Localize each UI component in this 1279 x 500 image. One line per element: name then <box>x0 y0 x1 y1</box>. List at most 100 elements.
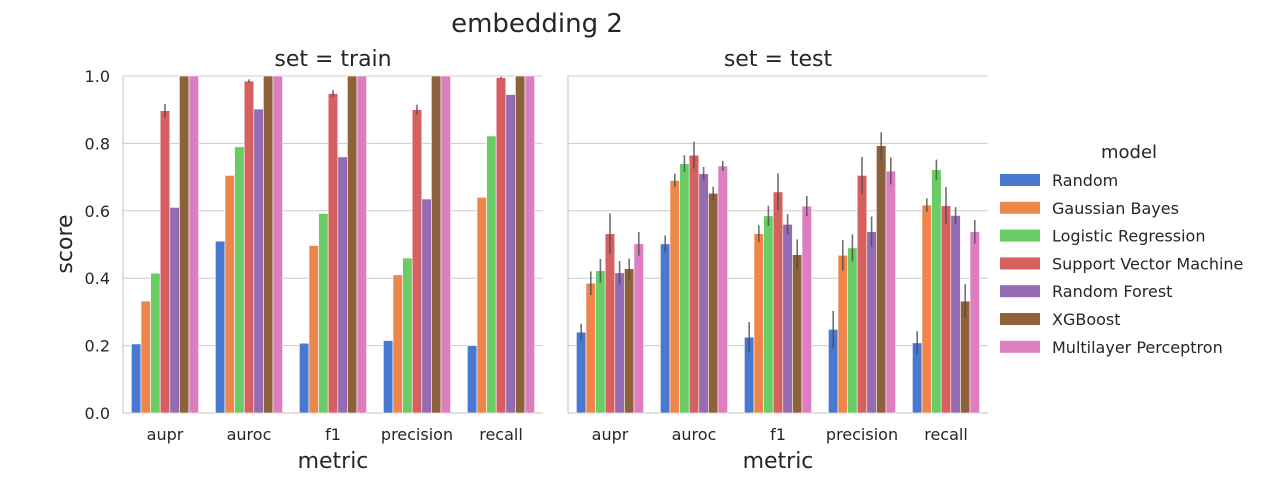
bar-precision-logistic-regression <box>847 247 858 414</box>
bar-f1-multilayer-perceptron <box>356 75 367 414</box>
bar-auroc-support-vector-machine <box>688 154 700 414</box>
bar-aupr-xgboost <box>179 75 190 414</box>
legend-label: Random Forest <box>1052 282 1172 301</box>
x-tick-label: f1 <box>770 425 786 444</box>
legend-swatch <box>1000 257 1040 270</box>
bar-auroc-random <box>660 243 671 414</box>
bar-auroc-random-forest <box>253 108 264 414</box>
bar-recall-gaussian-bayes <box>476 197 487 414</box>
x-tick-label: auroc <box>227 425 272 444</box>
y-tick-label: 0.0 <box>85 404 110 423</box>
bar-recall-logistic-regression <box>486 135 497 414</box>
bar-f1-gaussian-bayes <box>308 245 319 414</box>
legend-swatch <box>1000 285 1040 298</box>
bar-f1-logistic-regression <box>763 215 774 414</box>
bar-precision-random-forest <box>866 231 877 414</box>
bar-aupr-gaussian-bayes <box>140 300 151 414</box>
y-tick-label: 0.6 <box>85 202 110 221</box>
bar-auroc-random <box>215 240 226 414</box>
bar-f1-xgboost <box>792 254 803 414</box>
bar-auroc-multilayer-perceptron <box>717 165 728 414</box>
bar-recall-gaussian-bayes <box>921 204 932 414</box>
legend-label: Logistic Regression <box>1052 227 1205 246</box>
bar-f1-logistic-regression <box>318 213 329 414</box>
bar-precision-support-vector-machine <box>411 109 423 414</box>
x-tick-label: aupr <box>147 425 184 444</box>
panel-train: set = train aupr auroc f1 precision recall m… <box>122 47 543 474</box>
bar-recall-logistic-regression <box>931 169 942 414</box>
x-tick-label: precision <box>381 425 453 444</box>
y-axis-ticks: 0.0 0.2 0.4 0.6 0.8 1.0 <box>85 67 110 423</box>
bar-aupr-logistic-regression <box>150 272 161 414</box>
bar-auroc-gaussian-bayes <box>669 180 680 414</box>
bar-recall-support-vector-machine <box>940 205 952 414</box>
legend-swatch <box>1000 340 1040 353</box>
bar-aupr-gaussian-bayes <box>585 282 596 414</box>
legend-swatch <box>1000 174 1040 186</box>
bar-recall-multilayer-perceptron <box>524 75 535 414</box>
x-tick-label: aupr <box>592 425 629 444</box>
bar-f1-gaussian-bayes <box>753 233 764 414</box>
panel-title-train: set = train <box>274 47 391 72</box>
x-tick-label: f1 <box>325 425 341 444</box>
panel-test: set = test aupr auroc f1 precision recall me… <box>567 47 988 474</box>
bar-aupr-random <box>131 343 142 414</box>
legend-label: Support Vector Machine <box>1052 254 1243 273</box>
bar-f1-multilayer-perceptron <box>801 205 812 414</box>
y-tick-label: 1.0 <box>85 67 110 86</box>
bar-precision-xgboost <box>876 145 887 414</box>
bar-precision-random <box>383 340 394 414</box>
legend-label: Gaussian Bayes <box>1052 199 1179 218</box>
bar-precision-gaussian-bayes <box>392 274 403 414</box>
bar-auroc-multilayer-perceptron <box>272 75 283 414</box>
legend: model Random Gaussian Bayes Logistic Regre… <box>1000 142 1243 357</box>
panel-title-test: set = test <box>724 47 833 72</box>
bar-aupr-support-vector-machine <box>159 110 171 414</box>
bar-auroc-xgboost <box>708 192 719 414</box>
bar-f1-random <box>299 342 310 414</box>
bar-recall-random <box>467 345 478 414</box>
bar-aupr-support-vector-machine <box>604 233 616 414</box>
legend-label: Multilayer Perceptron <box>1052 338 1223 357</box>
chart-title: embedding 2 <box>451 9 623 39</box>
y-tick-label: 0.2 <box>85 337 110 356</box>
x-tick-label: recall <box>924 425 968 444</box>
y-axis-label: score <box>53 214 78 273</box>
bar-f1-random-forest <box>337 156 348 414</box>
x-tick-label: recall <box>479 425 523 444</box>
bar-recall-support-vector-machine <box>495 77 507 414</box>
bar-auroc-gaussian-bayes <box>224 175 235 414</box>
bar-f1-support-vector-machine <box>772 191 784 414</box>
legend-title: model <box>1101 142 1157 163</box>
bar-aupr-multilayer-perceptron <box>188 75 199 414</box>
x-axis-label-test: metric <box>743 449 814 474</box>
bar-precision-random-forest <box>421 198 432 414</box>
bar-auroc-xgboost <box>263 75 274 414</box>
legend-swatch <box>1000 313 1040 325</box>
x-tick-label: precision <box>826 425 898 444</box>
bar-recall-random-forest <box>505 94 516 414</box>
legend-label: Random <box>1052 171 1118 190</box>
legend-swatch <box>1000 229 1040 242</box>
x-tick-label: auroc <box>672 425 717 444</box>
bar-precision-logistic-regression <box>402 257 413 414</box>
bar-auroc-support-vector-machine <box>243 80 255 414</box>
bar-auroc-logistic-regression <box>234 146 245 414</box>
bar-precision-xgboost <box>431 75 442 414</box>
bar-aupr-random <box>576 331 587 414</box>
bar-precision-multilayer-perceptron <box>885 170 896 414</box>
bar-f1-support-vector-machine <box>327 93 339 414</box>
bar-f1-xgboost <box>347 75 358 414</box>
x-axis-label-train: metric <box>298 449 369 474</box>
bar-aupr-random-forest <box>614 272 625 414</box>
bar-recall-random-forest <box>950 215 961 414</box>
bar-precision-support-vector-machine <box>856 175 868 414</box>
bar-aupr-xgboost <box>624 268 635 414</box>
bar-recall-xgboost <box>515 75 526 414</box>
legend-label: XGBoost <box>1052 310 1121 329</box>
y-tick-label: 0.8 <box>85 134 110 153</box>
bar-precision-multilayer-perceptron <box>440 75 451 414</box>
bar-aupr-multilayer-perceptron <box>633 243 644 414</box>
bar-precision-gaussian-bayes <box>837 254 848 414</box>
